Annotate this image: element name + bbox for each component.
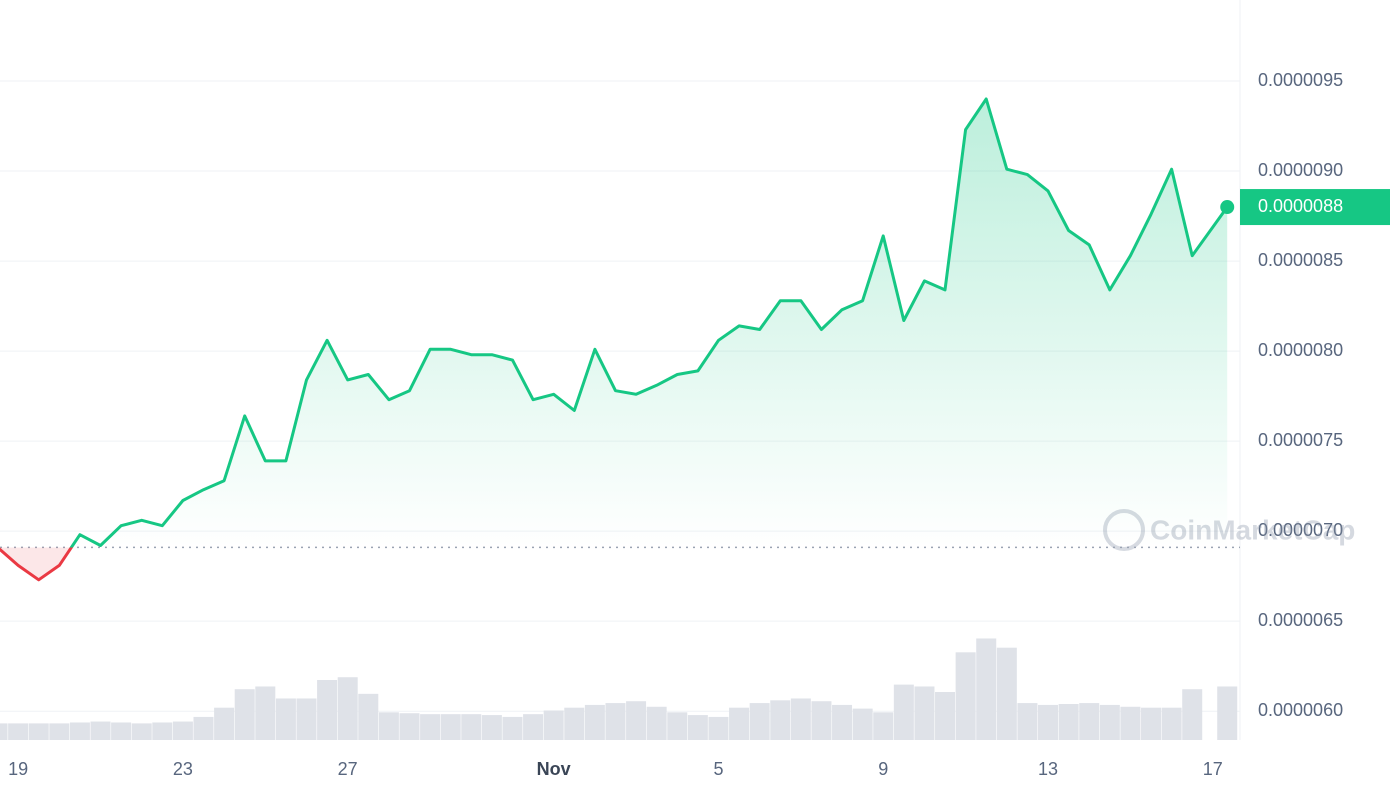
volume-bar [935, 692, 956, 740]
volume-bar [1217, 686, 1238, 740]
volume-bar [0, 723, 8, 740]
volume-bar [749, 703, 770, 740]
price-tag [1240, 189, 1390, 226]
volume-bar [811, 701, 832, 740]
volume-bar [337, 677, 358, 740]
volume-bar [626, 701, 647, 740]
x-tick-label: 17 [1203, 759, 1223, 779]
volume-bar [69, 722, 90, 740]
volume-bar [317, 680, 338, 740]
volume-bar [28, 723, 49, 740]
volume-bar [832, 704, 853, 740]
volume-bar [1017, 703, 1038, 740]
y-tick-label: 0.0000075 [1258, 430, 1343, 450]
volume-bar [893, 684, 914, 740]
volume-bar [8, 723, 29, 740]
volume-bar [708, 716, 729, 740]
volume-bar [790, 698, 811, 740]
volume-bar [976, 638, 997, 740]
volume-bar [399, 713, 420, 740]
volume-bar [90, 721, 111, 740]
volume-bar [667, 712, 688, 740]
volume-bar [420, 714, 441, 740]
volume-bar [172, 721, 193, 740]
volume-bar [646, 706, 667, 740]
price-area [0, 99, 1228, 580]
volume-bar [49, 723, 70, 740]
volume-bar [729, 707, 750, 740]
y-tick-label: 0.0000085 [1258, 250, 1343, 270]
volume-bar [1141, 707, 1162, 740]
volume-bar [687, 715, 708, 740]
volume-bar [1120, 706, 1141, 740]
volume-bar [523, 714, 544, 740]
volume-bar [111, 722, 132, 740]
volume-bar [605, 703, 626, 740]
volume-bar [1079, 703, 1100, 740]
volume-bar [1058, 704, 1079, 740]
volume-bar [502, 716, 523, 740]
volume-bar [873, 712, 894, 740]
volume-bar [193, 716, 214, 740]
volume-bar [1038, 704, 1059, 740]
price-tag-label: 0.0000088 [1258, 196, 1343, 216]
volume-bar [955, 652, 976, 740]
x-tick-label: 19 [8, 759, 28, 779]
volume-bar [1182, 689, 1203, 740]
volume-bar [275, 698, 296, 740]
volume-bar [131, 723, 152, 740]
x-tick-label: 9 [878, 759, 888, 779]
y-tick-label: 0.0000090 [1258, 160, 1343, 180]
volume-bar [852, 708, 873, 740]
volume-bar [481, 715, 502, 740]
volume-bar [914, 686, 935, 740]
volume-bar [543, 710, 564, 740]
y-tick-label: 0.0000070 [1258, 520, 1343, 540]
y-tick-label: 0.0000065 [1258, 610, 1343, 630]
volume-bar [1099, 704, 1120, 740]
y-tick-label: 0.0000060 [1258, 700, 1343, 720]
volume-bar [152, 722, 173, 740]
y-tick-label: 0.0000095 [1258, 70, 1343, 90]
volume-bar [234, 689, 255, 740]
volume-bar [296, 698, 317, 740]
volume-bar [770, 700, 791, 740]
x-tick-label: 23 [173, 759, 193, 779]
x-tick-label: Nov [537, 759, 571, 779]
volume-bar [1161, 707, 1182, 740]
x-tick-label: 5 [713, 759, 723, 779]
volume-bar [358, 693, 379, 740]
volume-bar [378, 712, 399, 740]
y-tick-label: 0.0000080 [1258, 340, 1343, 360]
volume-bar [564, 707, 585, 740]
volume-bar [584, 704, 605, 740]
volume-bar [440, 714, 461, 740]
volume-bar [214, 707, 235, 740]
x-tick-label: 27 [338, 759, 358, 779]
volume-bar [996, 647, 1017, 740]
price-line [0, 97, 1229, 582]
last-point [1220, 200, 1235, 215]
volume-bar [255, 686, 276, 740]
volume-bar [461, 714, 482, 740]
x-tick-label: 13 [1038, 759, 1058, 779]
